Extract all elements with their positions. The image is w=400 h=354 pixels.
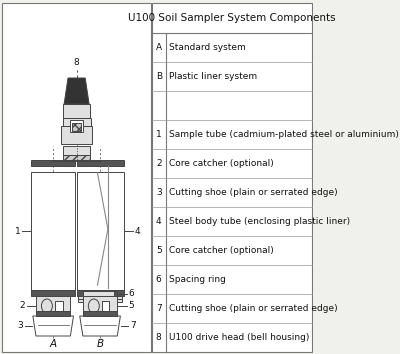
- Polygon shape: [80, 316, 120, 336]
- Bar: [31, 172, 75, 290]
- Bar: [77, 160, 124, 166]
- Bar: [77, 290, 124, 296]
- Bar: [78, 299, 122, 302]
- Bar: [2, 3, 151, 352]
- Text: Standard system: Standard system: [169, 43, 246, 52]
- Bar: [63, 146, 90, 155]
- Text: 7: 7: [156, 304, 162, 313]
- Text: 6: 6: [128, 289, 134, 298]
- Bar: [55, 301, 62, 311]
- Text: 7: 7: [130, 321, 136, 331]
- Bar: [31, 290, 75, 296]
- Text: 1: 1: [14, 227, 20, 235]
- Text: 3: 3: [156, 188, 162, 197]
- Bar: [72, 123, 81, 131]
- Text: 4: 4: [134, 227, 140, 235]
- Bar: [63, 104, 90, 118]
- Bar: [70, 120, 83, 132]
- Text: 2: 2: [156, 159, 162, 168]
- Polygon shape: [64, 78, 89, 104]
- Bar: [36, 296, 70, 316]
- Bar: [78, 296, 122, 299]
- Bar: [77, 172, 124, 290]
- Text: 6: 6: [156, 275, 162, 284]
- Text: 5: 5: [156, 246, 162, 255]
- Text: Sample tube (cadmium-plated steel or aluminium): Sample tube (cadmium-plated steel or alu…: [169, 130, 399, 139]
- Bar: [83, 296, 117, 316]
- Text: 8: 8: [156, 333, 162, 342]
- Bar: [31, 160, 75, 166]
- Bar: [62, 118, 91, 126]
- Bar: [152, 3, 312, 352]
- Bar: [61, 126, 92, 144]
- Text: A: A: [156, 43, 162, 52]
- Bar: [83, 311, 117, 316]
- Text: Cutting shoe (plain or serrated edge): Cutting shoe (plain or serrated edge): [169, 304, 338, 313]
- Bar: [63, 155, 90, 160]
- Text: 2: 2: [19, 302, 25, 310]
- Text: 4: 4: [156, 217, 162, 226]
- Text: Core catcher (optional): Core catcher (optional): [169, 159, 274, 168]
- Text: Plastic liner system: Plastic liner system: [169, 72, 257, 81]
- Polygon shape: [33, 316, 74, 336]
- Text: B: B: [156, 72, 162, 81]
- Text: 8: 8: [74, 58, 80, 67]
- Text: 3: 3: [18, 321, 24, 331]
- Text: B: B: [96, 339, 104, 349]
- Bar: [102, 301, 110, 311]
- Text: Core catcher (optional): Core catcher (optional): [169, 246, 274, 255]
- Text: Cutting shoe (plain or serrated edge): Cutting shoe (plain or serrated edge): [169, 188, 338, 197]
- Text: U100 drive head (bell housing): U100 drive head (bell housing): [169, 333, 309, 342]
- Text: Spacing ring: Spacing ring: [169, 275, 226, 284]
- Bar: [83, 291, 117, 296]
- Text: 5: 5: [128, 302, 134, 310]
- Text: U100 Soil Sampler System Components: U100 Soil Sampler System Components: [128, 13, 336, 23]
- Bar: [36, 311, 70, 316]
- Text: Steel body tube (enclosing plastic liner): Steel body tube (enclosing plastic liner…: [169, 217, 350, 226]
- Bar: [114, 291, 117, 296]
- Text: A: A: [50, 339, 57, 349]
- Text: 1: 1: [156, 130, 162, 139]
